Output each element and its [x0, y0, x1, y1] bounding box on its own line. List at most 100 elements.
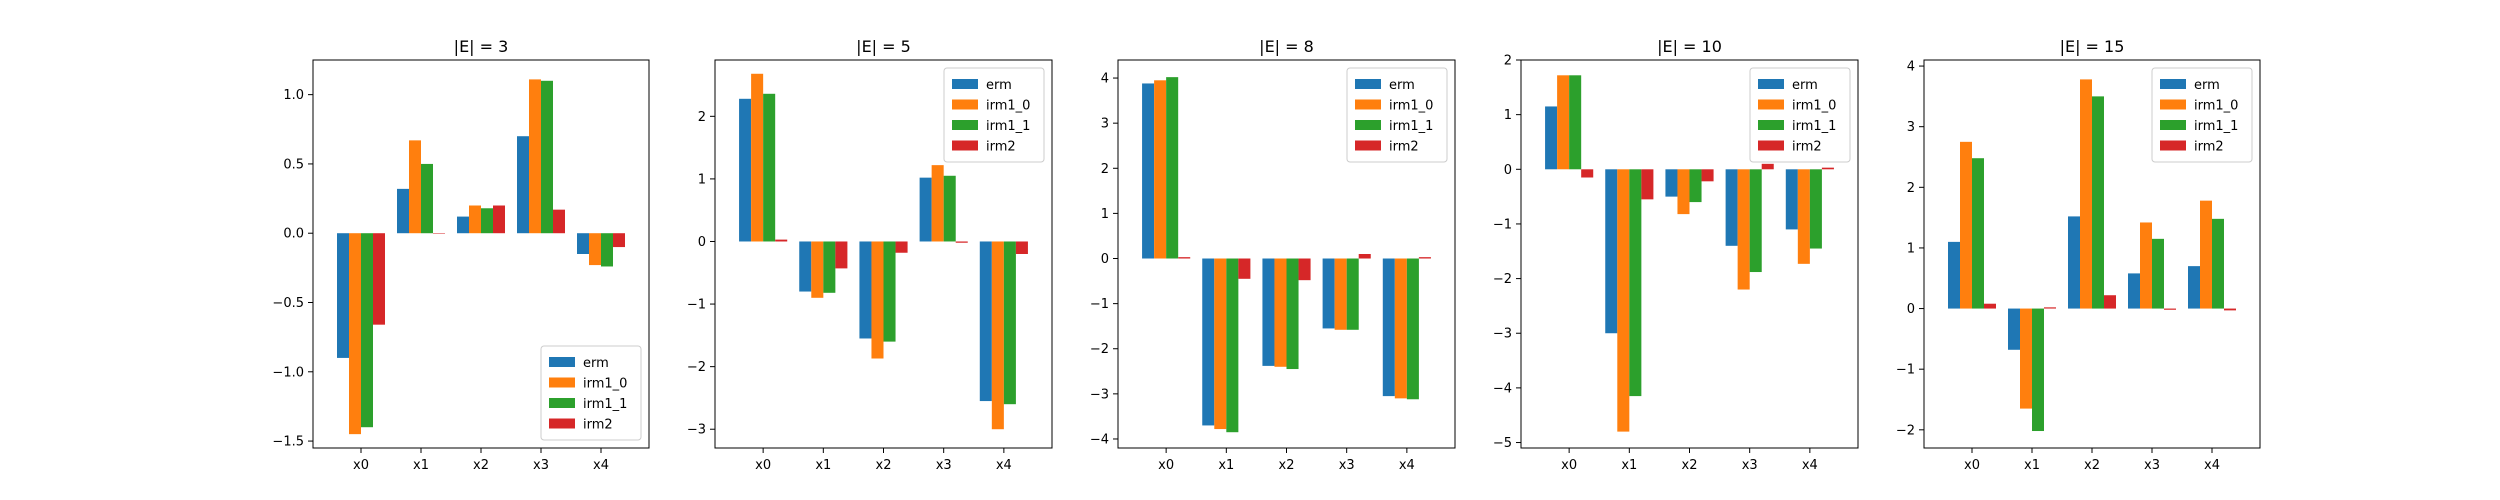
legend-label-irm1_1: irm1_1 [1389, 119, 1433, 134]
y-tick-label: 0.5 [283, 157, 304, 172]
chart-title: |E| = 8 [1259, 37, 1314, 56]
chart-panel-5: −2 −1 0 1 2 3 4 x0 x1 x2 x3 x4 |E| = 15 erm irm1_0 irm1… [1896, 37, 2261, 473]
bar-irm1_1-x3 [541, 80, 553, 234]
bar-erm-x2 [457, 216, 469, 234]
x-tick-label: x3 [1339, 458, 1355, 473]
bar-irm2-x1 [1641, 169, 1654, 200]
chart-panel-3: −4 −3 −2 −1 0 1 2 3 4 x0 x1 x2 x3 x4 |E| = 8 erm irm1_0i… [1090, 37, 1456, 473]
x-tick-label: x1 [815, 458, 831, 473]
x-tick-label: x2 [1682, 458, 1698, 473]
legend-box [1346, 67, 1448, 163]
x-tick-label: x0 [1561, 458, 1577, 473]
bar-irm1_0-x3 [1334, 258, 1347, 330]
legend-swatch-irm1_1 [2160, 120, 2186, 130]
legend-label-erm: erm [986, 78, 1012, 93]
x-tick-label: x3 [936, 458, 952, 473]
legend-label-irm1_1: irm1_1 [583, 397, 627, 412]
bar-irm1_0-x1 [2020, 308, 2032, 409]
legend: erm irm1_0 irm1_1 irm2 [540, 345, 642, 441]
bar-irm1_0-x3 [529, 79, 541, 234]
y-tick-label: 0 [1907, 302, 1915, 317]
bar-irm2-x4 [1821, 167, 1834, 170]
x-tick-label: x0 [755, 458, 771, 473]
legend-label-erm: erm [583, 356, 609, 371]
bar-irm2-x0 [1984, 303, 1996, 309]
x-tick-label: x4 [996, 458, 1012, 473]
bar-irm1_0-x4 [589, 233, 601, 266]
bar-irm2-x3 [2164, 308, 2176, 310]
legend-box [540, 345, 642, 441]
legend-box [2151, 67, 2253, 163]
bar-irm1_1-x3 [1346, 258, 1359, 330]
bar-erm-x0 [739, 98, 752, 242]
bar-irm1_1-x0 [361, 233, 373, 428]
bar-erm-x3 [2128, 273, 2140, 309]
bar-irm1_1-x0 [763, 93, 776, 242]
bar-irm2-x4 [2224, 308, 2236, 311]
x-tick-label: x0 [353, 458, 369, 473]
bar-irm1_0-x4 [991, 241, 1004, 430]
y-tick-label: 3 [1907, 120, 1915, 135]
y-tick-label: −1 [687, 298, 706, 313]
legend-label-irm1_0: irm1_0 [583, 377, 627, 392]
y-tick-label: 1 [1907, 241, 1915, 256]
legend-swatch-irm1_0 [952, 99, 978, 110]
bar-irm2-x4 [613, 233, 625, 248]
legend: erm irm1_0 irm1_1 irm2 [2151, 67, 2253, 163]
bar-irm1_0-x1 [1617, 169, 1630, 432]
x-tick-label: x0 [1964, 458, 1980, 473]
bar-irm1_1-x0 [1166, 77, 1179, 259]
bar-irm1_1-x4 [1809, 169, 1822, 249]
bar-irm1_0-x0 [1154, 80, 1167, 259]
bar-irm1_0-x4 [2200, 200, 2212, 309]
legend-label-irm2: irm2 [1792, 140, 1822, 155]
bar-irm2-x1 [2044, 307, 2056, 309]
legend-box [943, 67, 1045, 163]
bar-erm-x2 [1665, 169, 1678, 197]
chart-panel-2: −3 −2 −1 0 1 2 x0 x1 x2 x3 x4 |E| = 5 erm irm1_0 irm1_… [687, 37, 1053, 473]
bar-irm1_0-x2 [469, 205, 481, 234]
y-tick-label: −3 [1090, 387, 1109, 402]
y-tick-label: −5 [1493, 436, 1512, 451]
legend-swatch-erm [952, 79, 978, 89]
bar-irm2-x4 [1015, 241, 1028, 254]
y-tick-label: 4 [1101, 72, 1109, 87]
x-tick-label: x1 [1218, 458, 1234, 473]
bar-irm1_1-x2 [1689, 169, 1702, 203]
x-tick-label: x2 [1279, 458, 1295, 473]
bar-irm1_0-x1 [409, 140, 421, 234]
bar-irm2-x4 [1418, 257, 1431, 259]
legend-swatch-irm1_1 [549, 398, 575, 408]
bar-irm2-x1 [1238, 258, 1251, 279]
y-tick-label: −2 [1090, 342, 1109, 357]
bar-irm1_0-x4 [1394, 258, 1407, 399]
bar-irm1_0-x2 [2080, 79, 2092, 309]
bar-erm-x1 [397, 188, 409, 234]
bar-irm1_0-x1 [811, 241, 824, 298]
bar-erm-x0 [1142, 83, 1155, 259]
bar-erm-x2 [2068, 216, 2080, 309]
bar-erm-x1 [799, 241, 812, 292]
bar-erm-x4 [577, 233, 589, 254]
legend-label-erm: erm [1389, 78, 1415, 93]
bar-erm-x4 [979, 241, 992, 402]
x-tick-label: x2 [876, 458, 892, 473]
bar-erm-x3 [517, 136, 529, 234]
y-tick-label: 1 [1504, 108, 1512, 123]
legend-swatch-irm1_1 [1355, 120, 1381, 130]
y-tick-label: 0 [1504, 163, 1512, 178]
bar-irm2-x3 [955, 241, 968, 243]
bar-irm1_1-x3 [2152, 238, 2164, 309]
bar-erm-x1 [1202, 258, 1215, 426]
y-tick-label: −1 [1090, 297, 1109, 312]
legend-label-irm2: irm2 [583, 418, 613, 433]
bar-irm1_0-x3 [931, 165, 944, 242]
bar-irm2-x0 [1178, 257, 1191, 259]
legend: erm irm1_0 irm1_1 irm2 [1749, 67, 1851, 163]
bar-irm1_0-x0 [1960, 141, 1972, 309]
y-tick-label: 2 [1504, 54, 1512, 69]
bar-irm2-x0 [775, 239, 788, 242]
legend-label-irm1_1: irm1_1 [986, 119, 1030, 134]
bar-irm1_1-x2 [481, 208, 493, 234]
